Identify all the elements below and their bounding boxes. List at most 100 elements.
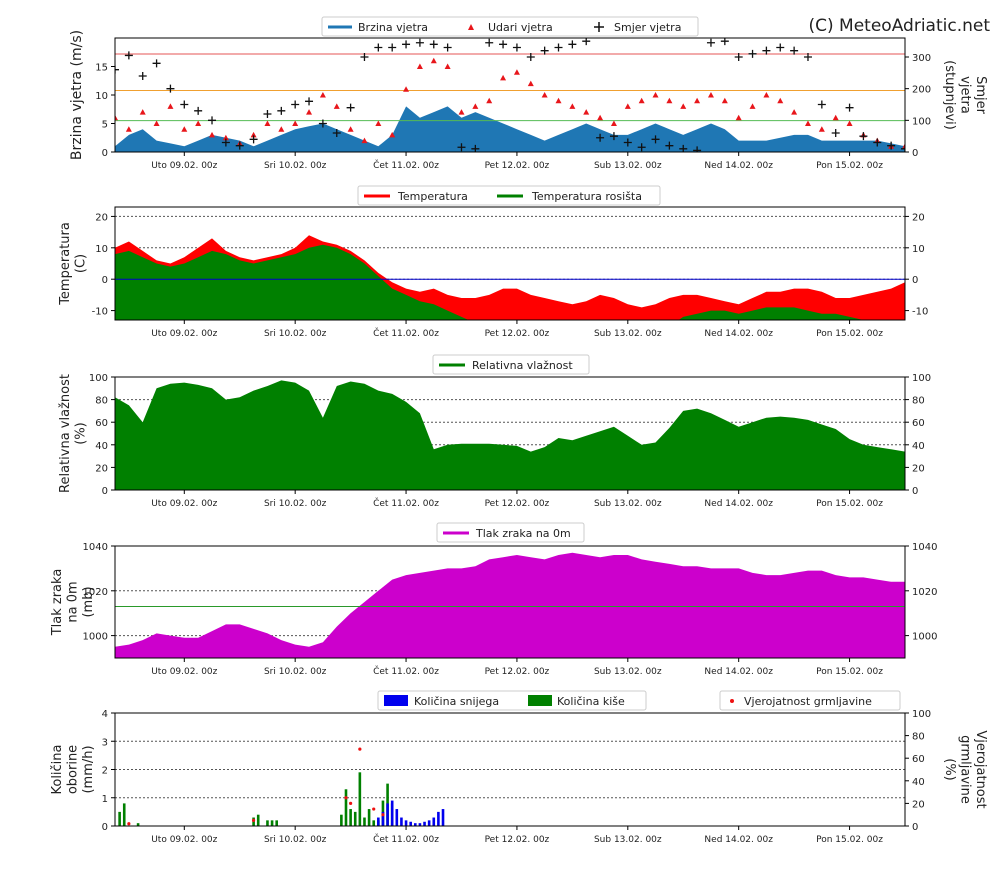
direction-point	[526, 53, 535, 61]
wind-xtick-label: Pon 15.02. 00z	[816, 161, 883, 171]
gust-point	[486, 97, 493, 104]
gust-point	[555, 97, 562, 104]
snow-bar	[437, 811, 440, 826]
precipitation-ytick-label: 3	[102, 737, 108, 748]
humidity-ytick-label: 80	[95, 396, 108, 407]
humidity-legend	[432, 354, 590, 375]
snow-bar	[409, 821, 412, 826]
pressure-area	[115, 552, 905, 658]
direction-point	[415, 38, 424, 47]
humidity-xtick-label: Pet 12.02. 00z	[485, 499, 550, 509]
precipitation-xtick-label: Uto 09.02. 00z	[151, 835, 217, 845]
rain-bar	[118, 811, 121, 826]
direction-point	[845, 103, 854, 112]
gust-point	[749, 103, 756, 109]
wind-legend	[321, 16, 699, 37]
gust-point	[666, 97, 673, 104]
direction-point	[291, 100, 300, 109]
precipitation-y2label-line: (%)	[942, 758, 957, 781]
rain-bar	[344, 789, 348, 826]
wind-xtick-label: Pet 12.02. 00z	[485, 161, 550, 171]
snow-bar	[441, 809, 445, 826]
gust-point	[181, 126, 188, 132]
wind-ylabel-line: Brzina vjetra (m/s)	[69, 30, 85, 160]
thunder-point	[127, 822, 131, 826]
temperature-xtick-label: Sub 13.02. 00z	[594, 329, 662, 339]
snow-bar	[400, 817, 403, 826]
humidity-ytick-label: 60	[95, 418, 108, 429]
direction-point	[485, 38, 494, 47]
gust-point	[832, 114, 839, 121]
gust-point	[115, 114, 118, 121]
direction-point	[748, 49, 757, 58]
legend-label: Tlak zraka na 0m	[475, 527, 571, 540]
temperature-ytick-label: 10	[95, 244, 108, 255]
legend-swatch-direction	[594, 22, 604, 32]
legend-label: Temperatura rosišta	[531, 190, 642, 203]
direction-point	[471, 144, 480, 152]
direction-point	[887, 141, 896, 150]
gust-point	[430, 57, 437, 64]
rain-bar	[363, 817, 366, 826]
direction-point	[734, 53, 743, 61]
gust-point	[209, 131, 216, 138]
rain-bar	[349, 809, 352, 826]
temperature-ytick-label: 20	[95, 212, 108, 223]
direction-point	[249, 135, 258, 144]
precipitation-y2tick-label: 40	[912, 777, 925, 788]
pressure-xtick-label: Čet 11.02. 00z	[373, 665, 439, 677]
gust-point	[250, 131, 257, 138]
pressure-xtick-label: Ned 14.02. 00z	[704, 667, 773, 677]
precipitation-ytick-label: 4	[102, 709, 108, 720]
snow-bar	[395, 809, 399, 826]
direction-point	[443, 43, 452, 52]
gust-point	[458, 109, 465, 115]
gust-point	[527, 80, 534, 87]
temperature-y2tick-label: 20	[912, 212, 925, 223]
snow-bar	[390, 800, 394, 826]
legend-label: Količina snijega	[414, 695, 499, 708]
gust-point	[125, 126, 132, 132]
thunder-point	[344, 796, 348, 800]
direction-point	[859, 132, 868, 141]
direction-point	[166, 84, 175, 93]
snow-bar	[404, 820, 408, 826]
direction-point	[623, 138, 632, 147]
humidity-area	[115, 380, 905, 490]
rain-bar	[340, 814, 343, 826]
wind-y2tick-label: 300	[912, 53, 931, 64]
thunder-point	[349, 801, 353, 806]
gust-point	[638, 97, 645, 104]
direction-point	[803, 53, 812, 61]
precipitation-ytick-label: 1	[102, 794, 108, 805]
direction-point	[305, 97, 314, 106]
gust-point	[569, 103, 576, 109]
direction-point	[720, 38, 729, 46]
temperature-ylabel-line: (C)	[73, 254, 88, 273]
gust-point	[707, 92, 714, 98]
pressure-ytick-label: 1000	[83, 632, 108, 643]
direction-point	[180, 100, 189, 109]
precipitation-frame	[114, 712, 906, 827]
wind-y2tick-label: 0	[912, 148, 918, 159]
humidity-ytick-label: 20	[95, 463, 108, 474]
thunder-point	[381, 813, 385, 817]
direction-point	[831, 129, 840, 137]
precipitation-y2label-line: grmljavine	[957, 735, 972, 804]
thunder-point	[251, 818, 256, 822]
temperature-frame	[114, 206, 906, 321]
dewpoint-area	[115, 244, 905, 320]
direction-point	[429, 40, 438, 49]
direction-point	[693, 146, 702, 152]
humidity-ylabel-line: (%)	[73, 422, 88, 445]
temperature-ylabel-line: Temperatura	[58, 222, 73, 306]
gust-point	[403, 86, 410, 92]
direction-point	[346, 103, 355, 112]
humidity-y2tick-label: 40	[912, 441, 925, 452]
wind-ytick-label: 0	[102, 148, 108, 159]
gust-point	[735, 114, 742, 121]
direction-point	[609, 132, 618, 141]
gust-point	[264, 120, 271, 126]
temperature-plot-area	[115, 215, 905, 320]
